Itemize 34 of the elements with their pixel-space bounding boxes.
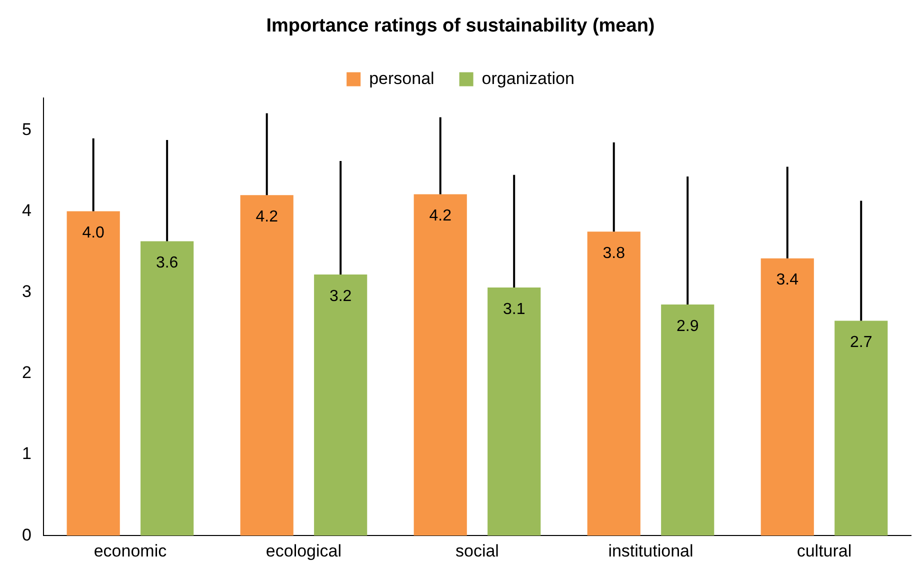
bar bbox=[140, 241, 194, 536]
x-tick-label: economic bbox=[94, 541, 168, 560]
legend-label: organization bbox=[482, 68, 574, 88]
x-tick-label: ecological bbox=[266, 541, 342, 560]
data-label: 3.4 bbox=[776, 272, 799, 289]
bar bbox=[760, 258, 814, 536]
data-label: 4.0 bbox=[82, 224, 105, 242]
y-tick-label: 5 bbox=[22, 120, 32, 139]
bar bbox=[587, 232, 640, 536]
bar bbox=[240, 195, 294, 536]
data-label: 2.9 bbox=[676, 318, 699, 335]
y-tick-label: 4 bbox=[22, 200, 32, 220]
x-tick-label: cultural bbox=[796, 541, 852, 560]
legend-label: personal bbox=[369, 68, 434, 88]
data-label: 4.2 bbox=[429, 208, 452, 225]
y-tick-label: 3 bbox=[22, 282, 32, 302]
bar bbox=[414, 194, 467, 536]
bar bbox=[488, 288, 541, 536]
data-label: 2.7 bbox=[850, 334, 872, 352]
bar bbox=[661, 304, 714, 536]
y-tick-label: 2 bbox=[22, 363, 32, 382]
data-label: 3.8 bbox=[602, 244, 626, 262]
chart-title: Importance ratings of sustainability (mean) bbox=[266, 16, 655, 37]
x-tick-label: social bbox=[455, 541, 499, 560]
y-tick-label: 1 bbox=[22, 444, 32, 464]
data-label: 3.1 bbox=[502, 300, 526, 318]
data-label: 3.2 bbox=[329, 288, 352, 305]
bar bbox=[314, 274, 368, 536]
bar bbox=[834, 320, 888, 536]
bar bbox=[66, 211, 120, 536]
y-tick-label: 0 bbox=[22, 525, 32, 544]
data-label: 3.6 bbox=[156, 254, 178, 272]
data-label: 4.2 bbox=[256, 208, 278, 226]
x-tick-label: institutional bbox=[608, 541, 694, 560]
